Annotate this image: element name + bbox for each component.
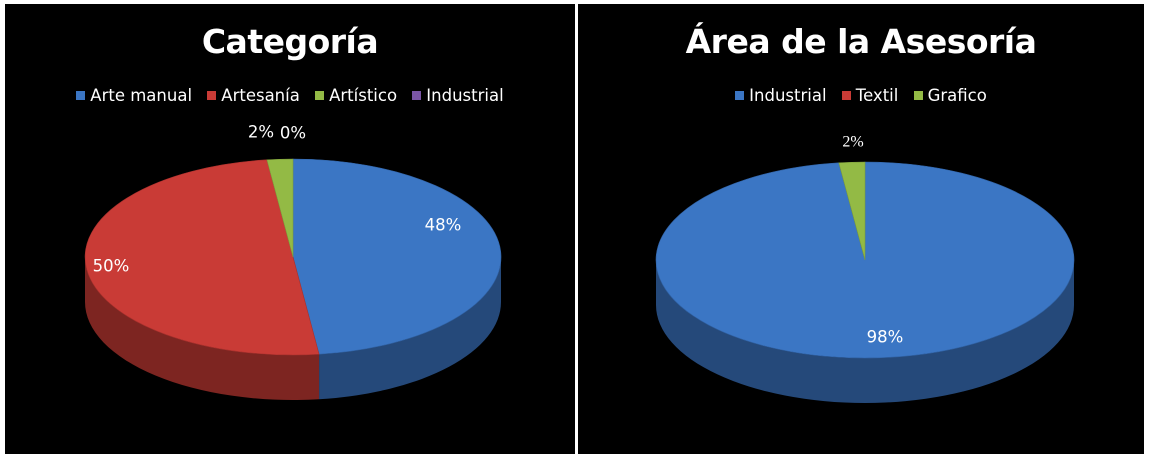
legend-swatch — [841, 91, 851, 100]
legend-label: Industrial — [749, 86, 827, 105]
legend-item-arte-manual: Arte manual — [76, 86, 192, 105]
legend-swatch — [913, 91, 923, 100]
pie-slice-2 — [838, 161, 866, 261]
legend-item-industrial: Industrial — [412, 86, 504, 105]
legend-item-industrial: Industrial — [735, 86, 827, 105]
legend-item-artistico: Artístico — [315, 86, 397, 105]
legend-swatch — [315, 91, 325, 100]
legend-label: Textil — [855, 86, 899, 105]
pie-side-0 — [319, 257, 501, 400]
pie-slice-2 — [266, 158, 294, 258]
legend-swatch — [207, 91, 217, 100]
pie-side-1 — [85, 257, 320, 400]
pie-data-label-2: 2% — [248, 123, 274, 142]
chart-title: Categoría — [201, 22, 379, 61]
pie-plot: 98% 2% — [655, 134, 1075, 403]
chart-categoria: Categoría Arte manual Artesanía Artístic… — [5, 4, 575, 454]
legend-label: Industrial — [426, 86, 504, 105]
pie-slice-1 — [85, 159, 320, 356]
legend-label: Grafico — [927, 86, 987, 105]
pie-data-label-1: 50% — [93, 257, 130, 276]
legend-item-grafico: Grafico — [913, 86, 987, 105]
pie-side-0 — [656, 260, 1074, 403]
legend-swatch — [735, 91, 745, 100]
legend-label: Artesanía — [221, 86, 300, 105]
chart-title: Área de la Asesoría — [685, 22, 1037, 61]
legend-label: Arte manual — [90, 86, 193, 105]
legend-swatch — [412, 91, 422, 100]
legend-item-artesania: Artesanía — [207, 86, 300, 105]
legend-label: Artístico — [329, 86, 398, 105]
legend-item-textil: Textil — [841, 86, 899, 105]
legend-swatch — [76, 91, 86, 100]
pie-data-label-2: 2% — [842, 134, 863, 151]
pie-slice-0 — [292, 158, 502, 355]
pie-data-label-0: 98% — [867, 328, 904, 347]
chart-area-asesoria: Área de la Asesoría Industrial Textil Gr… — [578, 4, 1144, 454]
pie-plot: 48% 50% 2% 0% — [85, 123, 502, 400]
pie-data-label-0: 48% — [425, 216, 462, 235]
chart-legend: Industrial Textil Grafico — [578, 86, 1144, 105]
pie-data-label-3: 0% — [280, 124, 306, 143]
chart-legend: Arte manual Artesanía Artístico Industri… — [5, 86, 575, 105]
